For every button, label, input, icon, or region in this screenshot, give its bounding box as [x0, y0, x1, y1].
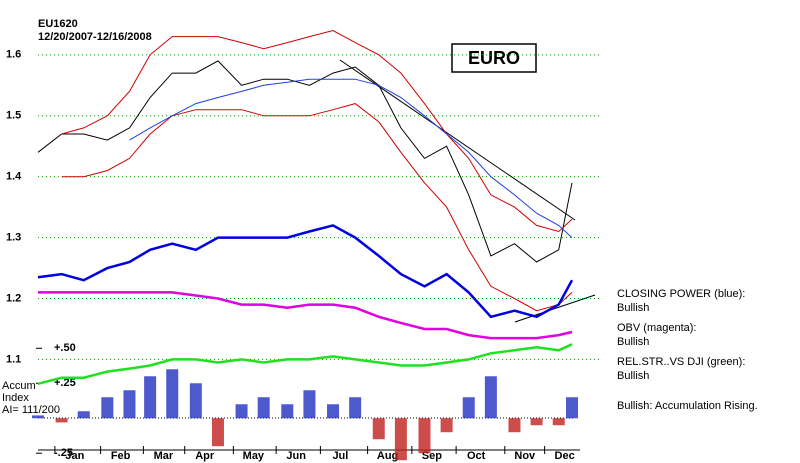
series-line — [61, 103, 573, 312]
accum-label: AI= 111/200 — [2, 404, 60, 416]
accum-bar — [235, 404, 248, 419]
accum-label: Index — [2, 392, 29, 404]
accum-bar — [144, 376, 157, 419]
note: OBV (magenta): — [617, 322, 696, 334]
note: CLOSING POWER (blue): — [617, 288, 745, 300]
y-tick-label: 1.1 — [6, 353, 21, 365]
y2-tick-label: +.25 — [54, 377, 76, 389]
note: Bullish — [617, 336, 649, 348]
x-tick-label: Jul — [332, 450, 348, 462]
accum-bar — [32, 415, 44, 419]
note: Bullish — [617, 370, 649, 382]
x-tick-label: Mar — [154, 450, 174, 462]
chart-title: EURO — [468, 48, 520, 68]
accum-bar — [281, 404, 294, 419]
accum-bar — [257, 397, 270, 419]
series-line — [37, 224, 574, 319]
accum-bar — [394, 418, 407, 461]
y-tick-label: 1.5 — [6, 110, 21, 122]
accum-bar — [566, 397, 578, 419]
series-line — [61, 29, 573, 233]
x-tick-label: Oct — [467, 450, 486, 462]
accum-bar — [77, 411, 90, 419]
accum-bar — [530, 418, 543, 426]
note: Bullish: Accumulation Rising. — [617, 400, 758, 412]
accum-bar — [349, 397, 362, 419]
trend-line — [514, 294, 596, 323]
accum-bar — [462, 397, 475, 419]
x-tick-label: Nov — [514, 450, 536, 462]
y-tick-label: 1.2 — [6, 292, 21, 304]
accum-bar — [327, 404, 340, 419]
title-box — [451, 43, 537, 73]
note: Bullish — [617, 302, 649, 314]
accum-bar — [166, 369, 179, 419]
x-tick-label: Jan — [65, 450, 84, 462]
accum-bar — [508, 418, 521, 433]
accum-bar — [552, 418, 565, 426]
accum-bar — [303, 390, 316, 419]
subtitle: 12/20/2007-12/16/2008 — [38, 31, 152, 43]
accum-label: Accum — [2, 380, 36, 392]
y-tick-label: 1.3 — [6, 231, 21, 243]
accum-bar — [484, 376, 497, 419]
y-tick-label: 1.4 — [6, 171, 22, 183]
subtitle: EU1620 — [38, 18, 78, 30]
series-line — [129, 78, 573, 238]
x-tick-label: Jun — [286, 450, 306, 462]
note: REL.STR..VS DJI (green): — [617, 356, 745, 368]
x-tick-label: Feb — [111, 450, 131, 462]
accum-bar — [211, 418, 224, 447]
series-line — [37, 60, 573, 263]
x-tick-label: Apr — [195, 450, 215, 462]
accum-bar — [440, 418, 453, 433]
y-tick-label: 1.6 — [6, 49, 21, 61]
accum-bar — [55, 418, 68, 423]
accum-bar — [418, 418, 431, 454]
series-line — [37, 343, 573, 386]
accum-bar — [123, 390, 136, 419]
series-line — [38, 291, 573, 340]
x-tick-label: Aug — [377, 450, 398, 462]
accum-bar — [189, 383, 202, 419]
x-tick-label: Dec — [555, 450, 575, 462]
y2-tick-label: +.50 — [54, 342, 76, 354]
accum-bar — [101, 397, 114, 419]
accum-bar — [372, 418, 385, 440]
x-tick-label: May — [243, 450, 265, 462]
